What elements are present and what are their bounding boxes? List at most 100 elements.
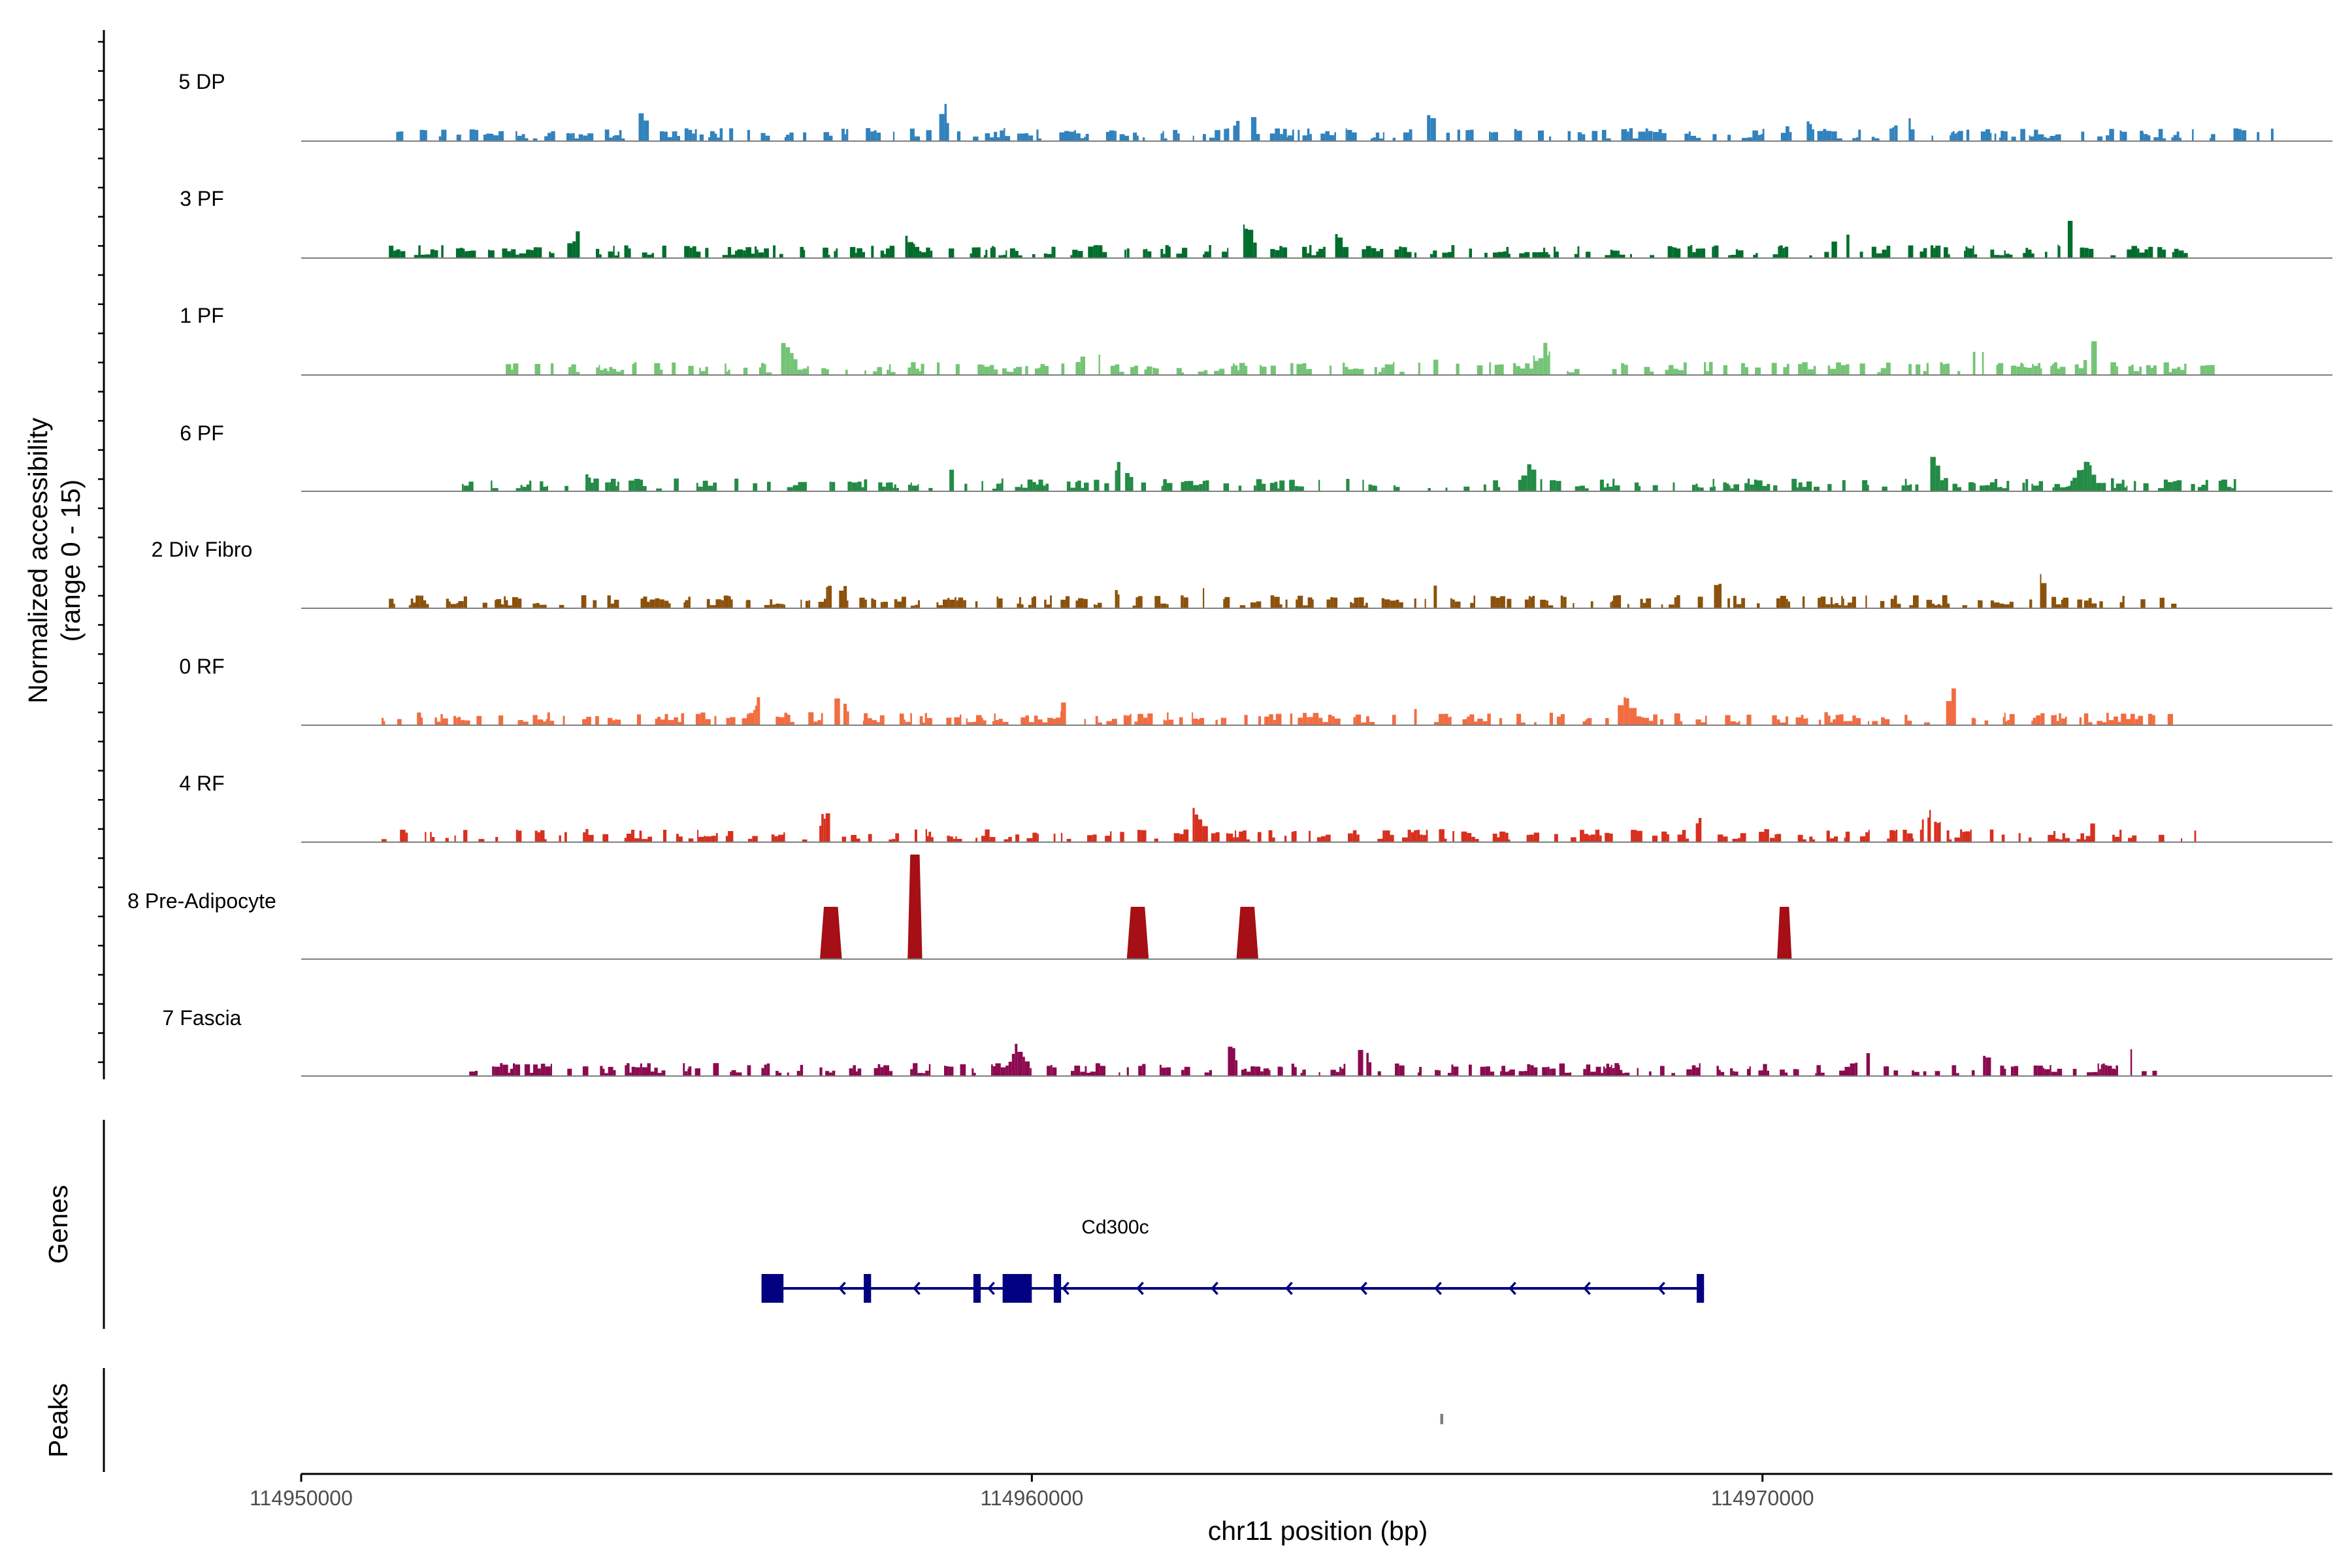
coverage-bar (1780, 133, 1786, 141)
coverage-bar (949, 469, 955, 491)
coverage-bar (1968, 248, 1973, 258)
coverage-bar (1950, 135, 1952, 141)
coverage-bar (1277, 1066, 1282, 1076)
coverage-bar (2080, 247, 2085, 258)
coverage-bar (519, 253, 523, 258)
coverage-bar (458, 601, 464, 608)
coverage-bar (1720, 1071, 1725, 1076)
coverage-bar (1253, 242, 1257, 258)
coverage-bar (1644, 717, 1650, 725)
coverage-bar (747, 600, 750, 608)
coverage-bar (1147, 251, 1152, 258)
coverage-bar (1718, 583, 1722, 608)
coverage-bar (2091, 603, 2097, 608)
coverage-bar (984, 367, 990, 375)
coverage-bar (1009, 248, 1015, 258)
coverage-bar (1085, 1066, 1087, 1076)
coverage-bar (570, 133, 573, 141)
coverage-bar (1377, 838, 1383, 842)
coverage-bar (1264, 716, 1269, 725)
coverage-bar (1990, 133, 1992, 141)
coverage-bar (1021, 484, 1022, 491)
coverage-bar (2140, 599, 2146, 608)
coverage-bar (2177, 367, 2181, 375)
coverage-bar (2020, 363, 2023, 375)
coverage-bar (551, 253, 555, 258)
coverage-bar (1227, 248, 1229, 258)
coverage-bar (685, 1071, 688, 1076)
strand-arrow (1434, 1281, 1442, 1296)
coverage-bar (2218, 480, 2221, 491)
coverage-bar (585, 829, 589, 842)
coverage-bar (1926, 363, 1929, 375)
coverage-bar (1625, 698, 1629, 725)
coverage-bar (2077, 599, 2083, 608)
coverage-bar (1328, 715, 1332, 725)
coverage-bar (1570, 1072, 1572, 1076)
strand-arrow (1285, 1281, 1293, 1296)
coverage-bar (419, 595, 423, 608)
coverage-bar (475, 129, 479, 141)
coverage-bar (2143, 483, 2149, 491)
coverage-bar (1919, 251, 1923, 258)
coverage-bar (1028, 604, 1032, 608)
coverage-bar (1274, 482, 1278, 491)
coverage-bar (2033, 485, 2039, 491)
coverage-bar (2057, 1068, 2063, 1076)
coverage-bar (2171, 137, 2174, 141)
coverage-bar (1161, 485, 1164, 491)
coverage-bar (751, 253, 755, 258)
coverage-bar (743, 250, 746, 258)
coverage-bar (1366, 1053, 1369, 1076)
coverage-bar (847, 482, 852, 491)
coverage-bar (1064, 131, 1070, 141)
coverage-bar (1243, 830, 1247, 842)
coverage-bar (992, 488, 996, 491)
coverage-bar (1393, 362, 1395, 375)
coverage-bar (1388, 364, 1393, 375)
coverage-bar (2179, 137, 2181, 141)
coverage-bar (1924, 722, 1930, 725)
coverage-bar (559, 835, 561, 842)
coverage-bar (2110, 255, 2116, 258)
coverage-bar (421, 717, 423, 725)
coverage-bar (2157, 247, 2163, 258)
coverage-bar (610, 603, 614, 608)
coverage-bar (827, 135, 833, 141)
coverage-bar (1303, 713, 1307, 725)
coverage-bar (1999, 603, 2004, 608)
coverage-bar (1325, 834, 1328, 842)
coverage-bar (897, 601, 902, 608)
coverage-bar (1786, 363, 1789, 375)
coverage-bar (1411, 832, 1414, 842)
track-label: 0 RF (179, 655, 224, 678)
coverage-bar (1627, 131, 1629, 141)
coverage-bar (382, 717, 384, 725)
coverage-bar (883, 602, 888, 608)
coverage-bar (607, 371, 610, 375)
coverage-bar (1684, 133, 1689, 141)
coverage-bar (1311, 255, 1316, 258)
coverage-bar (1695, 823, 1699, 842)
coverage-bar (1590, 1071, 1596, 1076)
coverage-bar (500, 1063, 503, 1076)
coverage-bar (603, 368, 608, 375)
coverage-bar (888, 482, 893, 491)
coverage-bar (1075, 482, 1078, 491)
gene-exon (761, 1274, 784, 1303)
coverage-bar (1563, 596, 1567, 608)
strand-arrow (1211, 1281, 1218, 1296)
coverage-bar (1382, 830, 1385, 842)
coverage-bar (1027, 480, 1033, 491)
coverage-bar (1147, 366, 1152, 375)
coverage-bar (1631, 830, 1637, 842)
coverage-bar (1674, 597, 1677, 608)
coverage-bar (621, 138, 625, 141)
coverage-bar (847, 600, 849, 608)
coverage-bar (1239, 605, 1246, 608)
coverage-bar (1352, 132, 1357, 141)
coverage-bar (1365, 602, 1368, 608)
coverage-bar (1556, 481, 1561, 491)
coverage-bar (764, 1064, 767, 1076)
coverage-bar (1952, 688, 1956, 725)
